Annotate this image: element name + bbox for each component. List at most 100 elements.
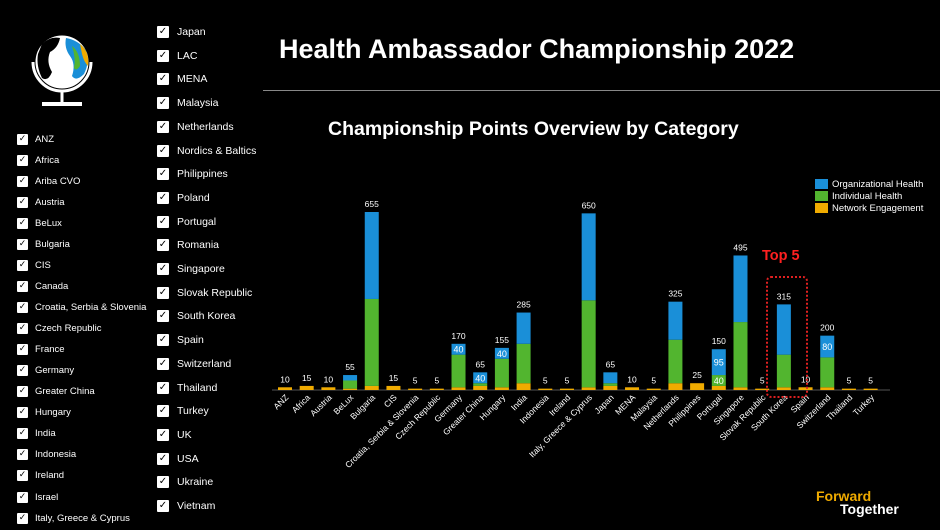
bar-segment-individual-health-germany bbox=[451, 354, 466, 388]
checkbox-checked-icon[interactable]: ✓ bbox=[17, 260, 28, 272]
checkbox-checked-icon[interactable]: ✓ bbox=[17, 239, 28, 251]
filter-item-ariba-cvo[interactable]: ✓ Ariba CVO bbox=[17, 176, 80, 188]
filter-item-ukraine[interactable]: ✓ Ukraine bbox=[157, 476, 213, 489]
checkbox-checked-icon[interactable]: ✓ bbox=[17, 281, 28, 293]
filter-item-israel[interactable]: ✓ Israel bbox=[17, 491, 58, 503]
bar-total-label: 65 bbox=[606, 359, 616, 369]
filter-item-hungary[interactable]: ✓ Hungary bbox=[17, 407, 71, 419]
checkbox-checked-icon[interactable]: ✓ bbox=[157, 26, 169, 38]
bar-total-label: 5 bbox=[565, 376, 570, 386]
filter-item-usa[interactable]: ✓ USA bbox=[157, 452, 199, 465]
filter-item-japan[interactable]: ✓ Japan bbox=[157, 26, 206, 38]
checkbox-checked-icon[interactable]: ✓ bbox=[17, 470, 28, 482]
segment-value-label: 40 bbox=[497, 349, 507, 359]
bar-total-label: 200 bbox=[820, 323, 834, 333]
bar-segment-individual-health-hungary bbox=[494, 358, 509, 388]
checkbox-checked-icon[interactable]: ✓ bbox=[157, 97, 169, 110]
filter-item-france[interactable]: ✓ France bbox=[17, 344, 65, 356]
filter-item-turkey[interactable]: ✓ Turkey bbox=[157, 405, 209, 418]
filter-item-switzerland[interactable]: ✓ Switzerland bbox=[157, 357, 231, 370]
checkbox-checked-icon[interactable]: ✓ bbox=[17, 491, 28, 503]
filter-item-uk[interactable]: ✓ UK bbox=[157, 428, 192, 441]
checkbox-checked-icon[interactable]: ✓ bbox=[157, 168, 169, 181]
checkbox-checked-icon[interactable]: ✓ bbox=[17, 386, 28, 398]
checkbox-checked-icon[interactable]: ✓ bbox=[17, 134, 28, 145]
filter-item-anz[interactable]: ✓ ANZ bbox=[17, 134, 54, 145]
checkbox-checked-icon[interactable]: ✓ bbox=[157, 381, 169, 394]
filter-item-netherlands[interactable]: ✓ Netherlands bbox=[157, 120, 234, 133]
filter-item-spain[interactable]: ✓ Spain bbox=[157, 334, 204, 347]
filter-item-slovak-republic[interactable]: ✓ Slovak Republic bbox=[157, 286, 252, 299]
filter-item-croatia-serbia-slovenia[interactable]: ✓ Croatia, Serbia & Slovenia bbox=[17, 302, 146, 314]
bar-segment-individual-health-singapore bbox=[733, 322, 748, 388]
checkbox-checked-icon[interactable]: ✓ bbox=[17, 449, 28, 461]
bar-total-label: 285 bbox=[516, 300, 530, 310]
checkbox-checked-icon[interactable]: ✓ bbox=[157, 73, 169, 86]
filter-item-indonesia[interactable]: ✓ Indonesia bbox=[17, 449, 77, 461]
checkbox-checked-icon[interactable]: ✓ bbox=[157, 144, 169, 157]
filter-label: Austria bbox=[35, 197, 65, 209]
filter-item-portugal[interactable]: ✓ Portugal bbox=[157, 215, 216, 228]
filter-item-germany[interactable]: ✓ Germany bbox=[17, 365, 74, 377]
checkbox-checked-icon[interactable]: ✓ bbox=[17, 323, 28, 335]
filter-item-belux[interactable]: ✓ BeLux bbox=[17, 218, 62, 230]
filter-item-bulgaria[interactable]: ✓ Bulgaria bbox=[17, 239, 70, 251]
bar-segment-network-engagement-portugal bbox=[711, 385, 726, 390]
bar-total-label: 315 bbox=[777, 291, 791, 301]
checkbox-checked-icon[interactable]: ✓ bbox=[157, 500, 169, 512]
filter-item-india[interactable]: ✓ India bbox=[17, 428, 56, 440]
checkbox-checked-icon[interactable]: ✓ bbox=[17, 197, 28, 209]
filter-item-poland[interactable]: ✓ Poland bbox=[157, 191, 210, 204]
filter-item-philippines[interactable]: ✓ Philippines bbox=[157, 168, 228, 181]
filter-label: Poland bbox=[177, 191, 210, 204]
legend-label: Network Engagement bbox=[832, 202, 924, 214]
checkbox-checked-icon[interactable]: ✓ bbox=[157, 334, 169, 347]
bar-total-label: 10 bbox=[627, 374, 637, 384]
checkbox-checked-icon[interactable]: ✓ bbox=[157, 120, 169, 133]
filter-item-mena[interactable]: ✓ MENA bbox=[157, 73, 207, 86]
checkbox-checked-icon[interactable]: ✓ bbox=[157, 476, 169, 489]
filter-item-singapore[interactable]: ✓ Singapore bbox=[157, 263, 225, 275]
checkbox-checked-icon[interactable]: ✓ bbox=[17, 365, 28, 377]
checkbox-checked-icon[interactable]: ✓ bbox=[157, 405, 169, 418]
checkbox-checked-icon[interactable]: ✓ bbox=[157, 286, 169, 299]
checkbox-checked-icon[interactable]: ✓ bbox=[157, 49, 169, 62]
checkbox-checked-icon[interactable]: ✓ bbox=[157, 263, 169, 275]
checkbox-checked-icon[interactable]: ✓ bbox=[157, 428, 169, 441]
checkbox-checked-icon[interactable]: ✓ bbox=[17, 218, 28, 230]
checkbox-checked-icon[interactable]: ✓ bbox=[17, 344, 28, 356]
checkbox-checked-icon[interactable]: ✓ bbox=[157, 357, 169, 370]
filter-item-ireland[interactable]: ✓ Ireland bbox=[17, 470, 64, 482]
filter-label: Indonesia bbox=[35, 449, 77, 461]
filter-item-lac[interactable]: ✓ LAC bbox=[157, 49, 197, 62]
checkbox-checked-icon[interactable]: ✓ bbox=[157, 452, 169, 465]
filter-item-italy-greece-cyprus[interactable]: ✓ Italy, Greece & Cyprus bbox=[17, 512, 130, 524]
filter-item-austria[interactable]: ✓ Austria bbox=[17, 197, 65, 209]
checkbox-checked-icon[interactable]: ✓ bbox=[17, 302, 28, 314]
segment-value-label: 95 bbox=[714, 358, 724, 368]
checkbox-checked-icon[interactable]: ✓ bbox=[17, 428, 28, 440]
checkbox-checked-icon[interactable]: ✓ bbox=[157, 239, 169, 252]
filter-item-malaysia[interactable]: ✓ Malaysia bbox=[157, 97, 218, 110]
filter-item-cis[interactable]: ✓ CIS bbox=[17, 260, 51, 272]
filter-item-africa[interactable]: ✓ Africa bbox=[17, 155, 59, 167]
checkbox-checked-icon[interactable]: ✓ bbox=[17, 407, 28, 419]
bar-total-label: 5 bbox=[434, 376, 439, 386]
filter-item-thailand[interactable]: ✓ Thailand bbox=[157, 381, 217, 394]
filter-item-greater-china[interactable]: ✓ Greater China bbox=[17, 386, 95, 398]
filter-item-nordics-baltics[interactable]: ✓ Nordics & Baltics bbox=[157, 144, 256, 157]
checkbox-checked-icon[interactable]: ✓ bbox=[17, 512, 28, 524]
checkbox-checked-icon[interactable]: ✓ bbox=[17, 155, 28, 167]
filter-label: USA bbox=[177, 452, 199, 465]
checkbox-checked-icon[interactable]: ✓ bbox=[157, 191, 169, 204]
filter-item-czech-republic[interactable]: ✓ Czech Republic bbox=[17, 323, 102, 335]
checkbox-checked-icon[interactable]: ✓ bbox=[157, 310, 169, 323]
bar-segment-network-engagement-africa bbox=[299, 385, 314, 390]
checkbox-checked-icon[interactable]: ✓ bbox=[157, 215, 169, 228]
checkbox-checked-icon[interactable]: ✓ bbox=[17, 176, 28, 188]
filter-item-romania[interactable]: ✓ Romania bbox=[157, 239, 219, 252]
filter-item-south-korea[interactable]: ✓ South Korea bbox=[157, 310, 235, 323]
filter-item-vietnam[interactable]: ✓ Vietnam bbox=[157, 500, 215, 512]
bar-segment-network-engagement-cis bbox=[386, 385, 401, 390]
filter-item-canada[interactable]: ✓ Canada bbox=[17, 281, 68, 293]
